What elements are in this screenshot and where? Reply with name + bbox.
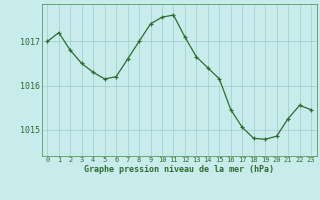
X-axis label: Graphe pression niveau de la mer (hPa): Graphe pression niveau de la mer (hPa): [84, 165, 274, 174]
